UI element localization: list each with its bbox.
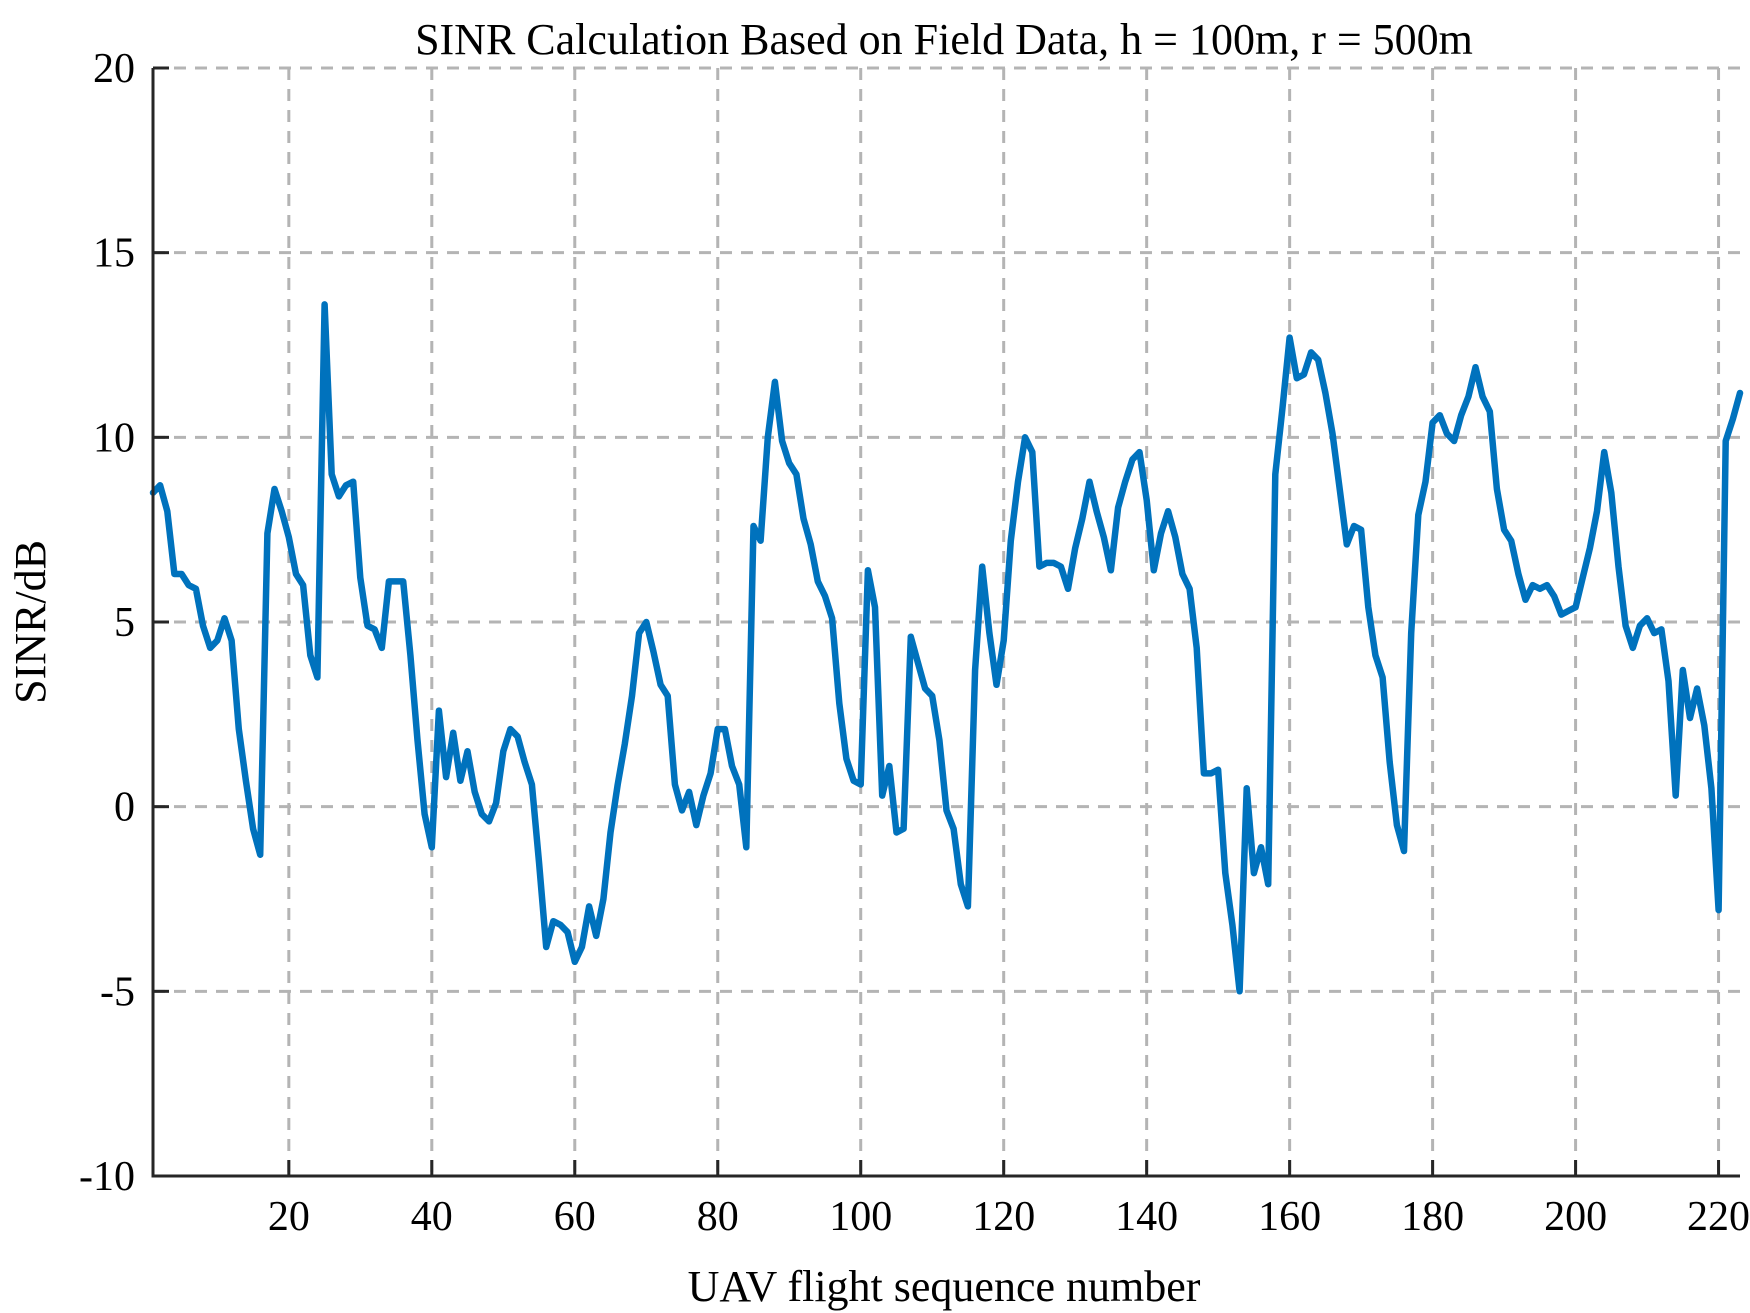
x-tick-label: 80 <box>697 1194 739 1240</box>
y-axis-label: SINR/dB <box>6 540 55 704</box>
y-tick-label: 20 <box>93 46 135 92</box>
x-tick-label: 20 <box>268 1194 310 1240</box>
plot-background <box>153 68 1740 1176</box>
y-tick-label: -5 <box>100 969 135 1015</box>
y-tick-label: -10 <box>79 1154 135 1200</box>
x-tick-label: 40 <box>411 1194 453 1240</box>
y-tick-label: 10 <box>93 415 135 461</box>
axes <box>151 66 1740 1178</box>
x-tick-label: 220 <box>1687 1194 1750 1240</box>
x-axis-label: UAV flight sequence number <box>688 1262 1201 1311</box>
x-tick-label: 100 <box>829 1194 892 1240</box>
chart-title: SINR Calculation Based on Field Data, h … <box>415 15 1473 64</box>
y-tick-label: 5 <box>114 600 135 646</box>
x-tick-label: 200 <box>1544 1194 1607 1240</box>
x-tick-label: 120 <box>972 1194 1035 1240</box>
data-series <box>149 301 1744 995</box>
grid-lines <box>153 66 1740 1176</box>
x-tick-label: 140 <box>1115 1194 1178 1240</box>
tick-labels: 20 40 60 80 100 120 140 160 180 200 220 -10 -5 0 5 10 15… <box>79 46 1750 1240</box>
series-line-0 <box>149 301 1744 995</box>
y-tick-label: 0 <box>114 785 135 831</box>
x-tick-label: 60 <box>554 1194 596 1240</box>
x-tick-label: 180 <box>1401 1194 1464 1240</box>
x-tick-label: 160 <box>1258 1194 1321 1240</box>
y-tick-label: 15 <box>93 231 135 277</box>
